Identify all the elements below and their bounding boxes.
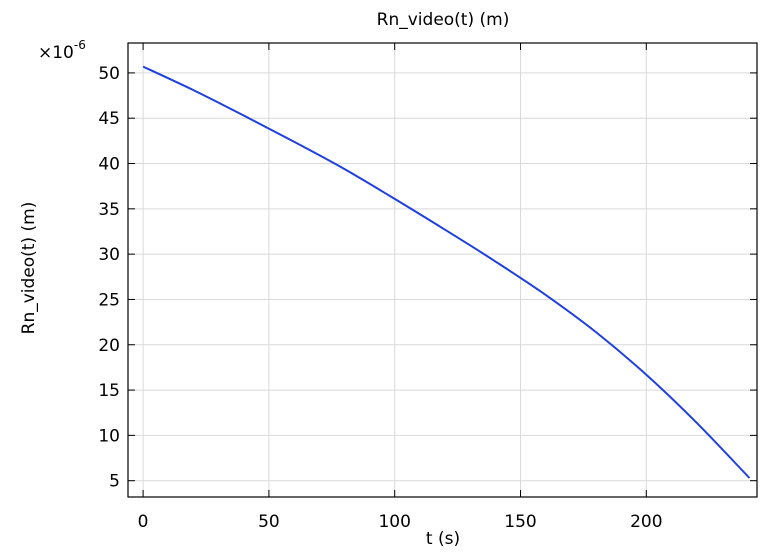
- y-tick-label: 30: [98, 245, 120, 265]
- x-tick-label: 200: [630, 512, 662, 532]
- x-tick-label: 100: [378, 512, 410, 532]
- grid-lines: [128, 43, 757, 497]
- y-axis-title: Rn_video(t) (m): [19, 202, 39, 335]
- y-tick-label: 20: [98, 336, 120, 356]
- x-axis-title: t (s): [426, 529, 460, 549]
- y-tick-label: 35: [98, 200, 120, 220]
- y-multiplier-base: ×10: [38, 43, 74, 63]
- y-multiplier-exponent: -6: [74, 38, 86, 52]
- axis-ticks: [128, 43, 757, 497]
- series-line: [142, 65, 751, 479]
- y-tick-label: 40: [98, 155, 120, 175]
- y-axis-multiplier: ×10-6: [38, 38, 86, 63]
- x-tick-label: 150: [504, 512, 536, 532]
- chart-title: Rn_video(t) (m): [377, 10, 510, 30]
- x-tick-labels: 0 50 100 150 200: [138, 512, 663, 532]
- y-tick-label: 50: [98, 64, 120, 84]
- y-tick-label: 15: [98, 381, 120, 401]
- x-tick-label: 0: [138, 512, 149, 532]
- y-tick-label: 25: [98, 290, 120, 310]
- y-tick-label: 5: [109, 472, 120, 492]
- y-tick-labels: 5 10 15 20 25 30 35 40 45 50: [98, 64, 120, 492]
- y-tick-label: 45: [98, 109, 120, 129]
- plot-area-frame: [127, 42, 758, 498]
- x-tick-label: 50: [258, 512, 280, 532]
- y-tick-label: 10: [98, 426, 120, 446]
